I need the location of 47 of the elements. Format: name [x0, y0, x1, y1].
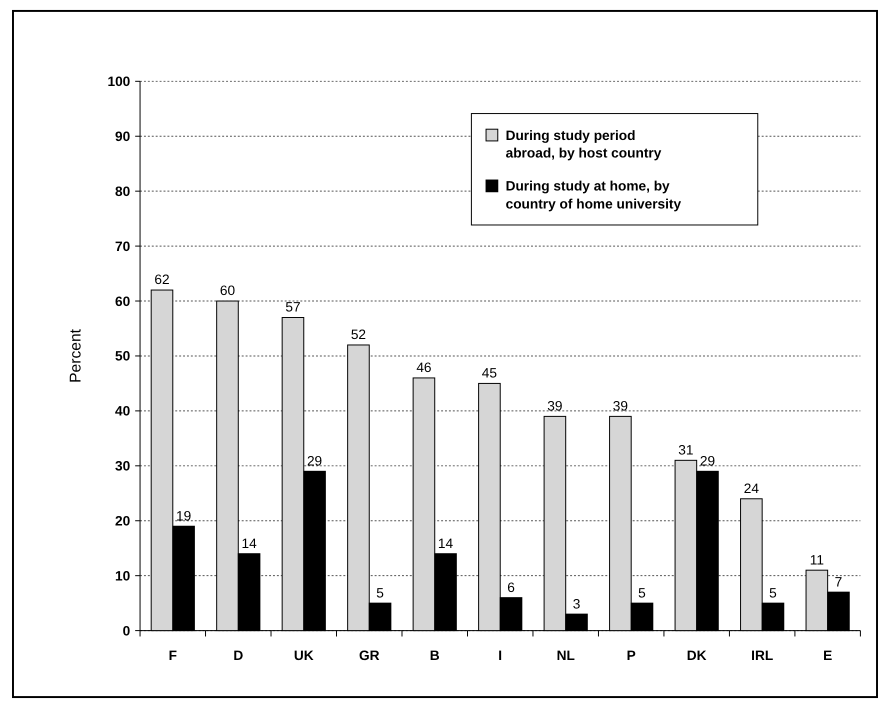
data-label: 14 [438, 536, 454, 551]
y-tick-label: 100 [107, 74, 131, 90]
y-tick-label: 80 [115, 184, 131, 199]
x-tick-label: B [430, 648, 440, 663]
x-tick-label: NL [556, 648, 575, 663]
data-label: 11 [810, 552, 824, 568]
x-tick-label: P [626, 648, 636, 663]
y-tick-label: 60 [115, 294, 131, 309]
x-tick-label: F [168, 648, 177, 663]
data-label: 45 [482, 366, 498, 381]
data-label: 19 [176, 508, 192, 524]
data-label: 5 [376, 585, 384, 600]
data-label: 60 [220, 283, 236, 298]
data-label: 52 [350, 327, 366, 342]
data-label: 7 [834, 574, 842, 590]
data-label: 5 [638, 585, 646, 600]
data-label: 29 [306, 453, 322, 468]
data-label: 3 [572, 596, 580, 612]
y-axis-title: Percent [67, 328, 84, 383]
data-label: 62 [154, 272, 170, 288]
x-tick-label: E [823, 648, 832, 663]
data-label: 31 [678, 442, 694, 458]
data-label: 5 [769, 585, 778, 600]
data-label: 6 [507, 580, 515, 595]
x-tick-label: IRL [751, 648, 774, 663]
y-tick-label: 50 [115, 348, 131, 364]
legend-label: During study period abroad, by host country [506, 128, 662, 160]
x-tick-label: GR [358, 648, 380, 663]
y-tick-label: 0 [122, 623, 131, 638]
y-tick-label: 10 [115, 568, 131, 584]
x-tick-label: I [498, 648, 502, 663]
x-tick-label: DK [686, 648, 707, 663]
y-tick-label: 40 [115, 404, 131, 419]
data-label: 57 [285, 300, 301, 315]
y-tick-label: 90 [115, 129, 131, 144]
data-label: 14 [241, 536, 258, 551]
data-label: 39 [612, 398, 628, 414]
y-tick-label: 20 [115, 514, 131, 529]
data-label: 46 [416, 360, 432, 376]
x-tick-label: UK [294, 648, 314, 663]
y-tick-label: 30 [115, 458, 131, 474]
legend-label: During study at home, by country of home university [506, 178, 682, 212]
data-label: 39 [547, 398, 563, 414]
data-label: 29 [700, 453, 716, 468]
x-tick-label: D [233, 648, 244, 663]
data-label: 24 [744, 480, 760, 496]
y-tick-label: 70 [115, 238, 131, 254]
